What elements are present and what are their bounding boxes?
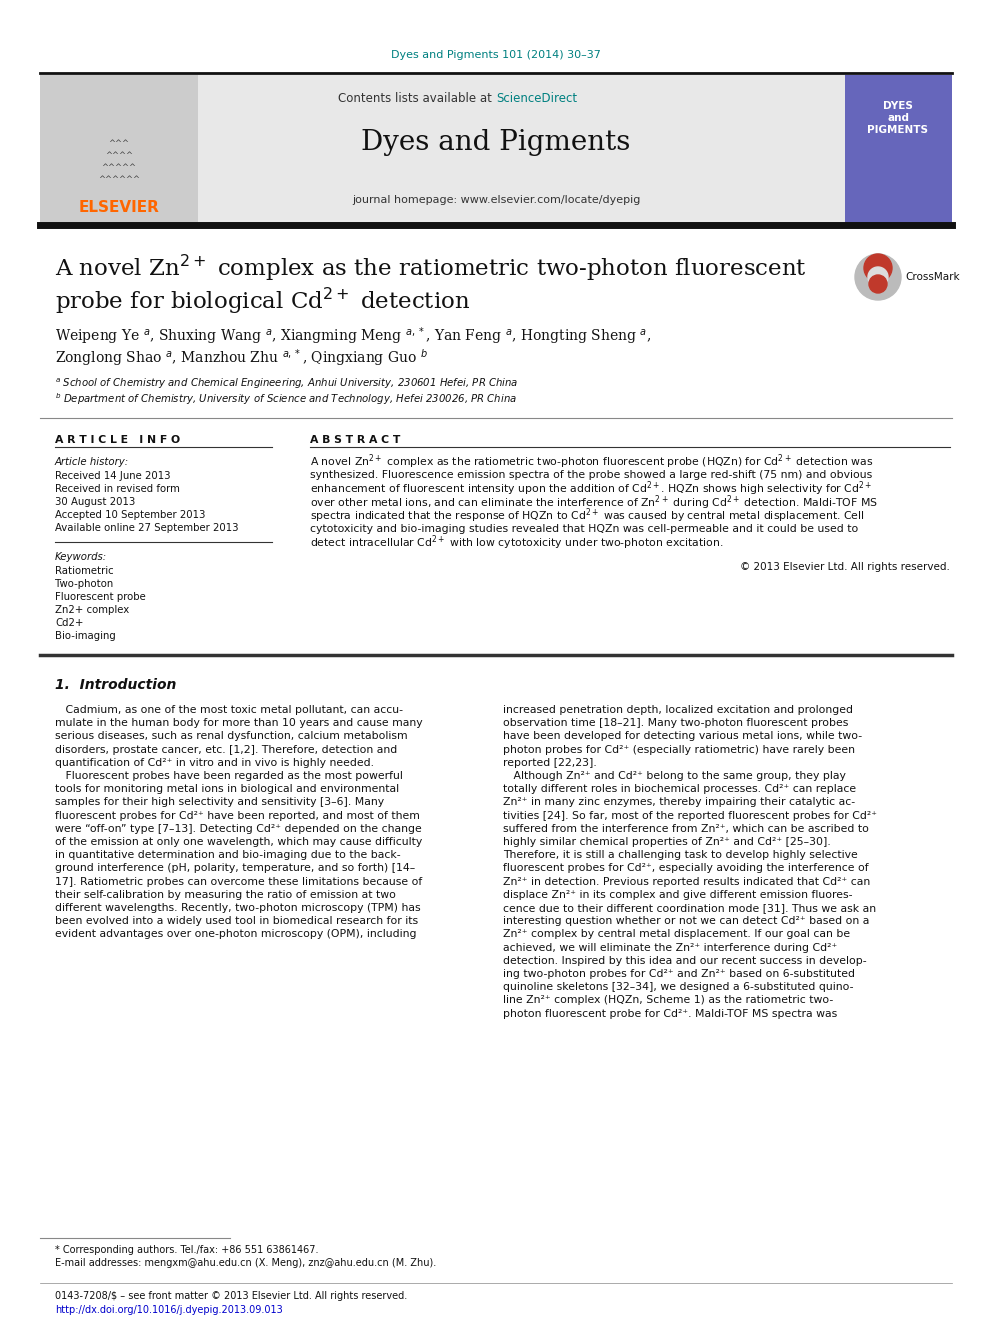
- Text: Contents lists available at: Contents lists available at: [338, 91, 496, 105]
- Text: increased penetration depth, localized excitation and prolonged: increased penetration depth, localized e…: [503, 705, 853, 714]
- Text: over other metal ions, and can eliminate the interference of Zn$^{2+}$ during Cd: over other metal ions, and can eliminate…: [310, 493, 878, 512]
- Text: Weipeng Ye $^{a}$, Shuxing Wang $^{a}$, Xiangming Meng $^{a,*}$, Yan Feng $^{a}$: Weipeng Ye $^{a}$, Shuxing Wang $^{a}$, …: [55, 325, 651, 347]
- Text: Bio-imaging: Bio-imaging: [55, 631, 116, 642]
- Text: Keywords:: Keywords:: [55, 552, 107, 562]
- Text: tools for monitoring metal ions in biological and environmental: tools for monitoring metal ions in biolo…: [55, 785, 399, 794]
- Text: $^{b}$ Department of Chemistry, University of Science and Technology, Hefei 2300: $^{b}$ Department of Chemistry, Universi…: [55, 392, 517, 407]
- Text: ^^^^^^: ^^^^^^: [98, 175, 140, 184]
- Text: different wavelengths. Recently, two-photon microscopy (TPM) has: different wavelengths. Recently, two-pho…: [55, 904, 421, 913]
- Circle shape: [855, 254, 901, 300]
- Text: 1.  Introduction: 1. Introduction: [55, 677, 177, 692]
- Text: ^^^: ^^^: [108, 139, 130, 147]
- Text: photon fluorescent probe for Cd²⁺. Maldi-TOF MS spectra was: photon fluorescent probe for Cd²⁺. Maldi…: [503, 1008, 837, 1019]
- Text: photon probes for Cd²⁺ (especially ratiometric) have rarely been: photon probes for Cd²⁺ (especially ratio…: [503, 745, 855, 754]
- Text: ^^^^: ^^^^: [105, 151, 133, 160]
- Text: have been developed for detecting various metal ions, while two-: have been developed for detecting variou…: [503, 732, 862, 741]
- Text: Cadmium, as one of the most toxic metal pollutant, can accu-: Cadmium, as one of the most toxic metal …: [55, 705, 403, 714]
- Text: Zn2+ complex: Zn2+ complex: [55, 605, 129, 615]
- FancyBboxPatch shape: [40, 75, 952, 224]
- Text: E-mail addresses: mengxm@ahu.edu.cn (X. Meng), znz@ahu.edu.cn (M. Zhu).: E-mail addresses: mengxm@ahu.edu.cn (X. …: [55, 1258, 436, 1267]
- Circle shape: [869, 275, 887, 292]
- Text: quantification of Cd²⁺ in vitro and in vivo is highly needed.: quantification of Cd²⁺ in vitro and in v…: [55, 758, 374, 767]
- Text: Dyes and Pigments: Dyes and Pigments: [361, 130, 631, 156]
- Text: Dyes and Pigments 101 (2014) 30–37: Dyes and Pigments 101 (2014) 30–37: [391, 50, 601, 60]
- FancyBboxPatch shape: [40, 75, 198, 224]
- Text: detect intracellular Cd$^{2+}$ with low cytotoxicity under two-photon excitation: detect intracellular Cd$^{2+}$ with low …: [310, 533, 723, 552]
- Text: serious diseases, such as renal dysfunction, calcium metabolism: serious diseases, such as renal dysfunct…: [55, 732, 408, 741]
- Text: highly similar chemical properties of Zn²⁺ and Cd²⁺ [25–30].: highly similar chemical properties of Zn…: [503, 837, 830, 847]
- Text: fluorescent probes for Cd²⁺ have been reported, and most of them: fluorescent probes for Cd²⁺ have been re…: [55, 811, 420, 820]
- Text: mulate in the human body for more than 10 years and cause many: mulate in the human body for more than 1…: [55, 718, 423, 728]
- Text: displace Zn²⁺ in its complex and give different emission fluores-: displace Zn²⁺ in its complex and give di…: [503, 890, 852, 900]
- Text: evident advantages over one-photon microscopy (OPM), including: evident advantages over one-photon micro…: [55, 929, 417, 939]
- Text: Although Zn²⁺ and Cd²⁺ belong to the same group, they play: Although Zn²⁺ and Cd²⁺ belong to the sam…: [503, 771, 846, 781]
- Text: journal homepage: www.elsevier.com/locate/dyepig: journal homepage: www.elsevier.com/locat…: [352, 194, 640, 205]
- Text: detection. Inspired by this idea and our recent success in develop-: detection. Inspired by this idea and our…: [503, 955, 867, 966]
- Text: suffered from the interference from Zn²⁺, which can be ascribed to: suffered from the interference from Zn²⁺…: [503, 824, 869, 833]
- Text: Zn²⁺ in many zinc enzymes, thereby impairing their catalytic ac-: Zn²⁺ in many zinc enzymes, thereby impai…: [503, 798, 855, 807]
- Text: Fluorescent probes have been regarded as the most powerful: Fluorescent probes have been regarded as…: [55, 771, 403, 781]
- Text: in quantitative determination and bio-imaging due to the back-: in quantitative determination and bio-im…: [55, 851, 401, 860]
- Text: cence due to their different coordination mode [31]. Thus we ask an: cence due to their different coordinatio…: [503, 904, 876, 913]
- Text: their self-calibration by measuring the ratio of emission at two: their self-calibration by measuring the …: [55, 890, 396, 900]
- Text: ^^^^^: ^^^^^: [101, 163, 137, 172]
- Text: Therefore, it is still a challenging task to develop highly selective: Therefore, it is still a challenging tas…: [503, 851, 858, 860]
- Text: ing two-photon probes for Cd²⁺ and Zn²⁺ based on 6-substituted: ing two-photon probes for Cd²⁺ and Zn²⁺ …: [503, 968, 855, 979]
- Text: of the emission at only one wavelength, which may cause difficulty: of the emission at only one wavelength, …: [55, 837, 423, 847]
- Text: Fluorescent probe: Fluorescent probe: [55, 591, 146, 602]
- Text: synthesized. Fluorescence emission spectra of the probe showed a large red-shift: synthesized. Fluorescence emission spect…: [310, 471, 872, 480]
- Text: Ratiometric: Ratiometric: [55, 566, 114, 576]
- Text: A B S T R A C T: A B S T R A C T: [310, 435, 401, 445]
- Text: ELSEVIER: ELSEVIER: [78, 201, 160, 216]
- Text: interesting question whether or not we can detect Cd²⁺ based on a: interesting question whether or not we c…: [503, 917, 869, 926]
- Text: reported [22,23].: reported [22,23].: [503, 758, 597, 767]
- Text: A novel Zn$^{2+}$ complex as the ratiometric two-photon fluorescent: A novel Zn$^{2+}$ complex as the ratiome…: [55, 253, 806, 283]
- Text: http://dx.doi.org/10.1016/j.dyepig.2013.09.013: http://dx.doi.org/10.1016/j.dyepig.2013.…: [55, 1304, 283, 1315]
- Text: spectra indicated that the response of HQZn to Cd$^{2+}$ was caused by central m: spectra indicated that the response of H…: [310, 507, 865, 525]
- Circle shape: [868, 267, 888, 287]
- Text: probe for biological Cd$^{2+}$ detection: probe for biological Cd$^{2+}$ detection: [55, 286, 470, 316]
- Text: A R T I C L E   I N F O: A R T I C L E I N F O: [55, 435, 181, 445]
- Text: CrossMark: CrossMark: [905, 273, 959, 282]
- Text: observation time [18–21]. Many two-photon fluorescent probes: observation time [18–21]. Many two-photo…: [503, 718, 848, 728]
- Text: A novel Zn$^{2+}$ complex as the ratiometric two-photon fluorescent probe (HQZn): A novel Zn$^{2+}$ complex as the ratiome…: [310, 452, 873, 471]
- Text: Article history:: Article history:: [55, 456, 129, 467]
- Text: samples for their high selectivity and sensitivity [3–6]. Many: samples for their high selectivity and s…: [55, 798, 384, 807]
- Text: * Corresponding authors. Tel./fax: +86 551 63861467.: * Corresponding authors. Tel./fax: +86 5…: [55, 1245, 318, 1256]
- Text: cytotoxicity and bio-imaging studies revealed that HQZn was cell-permeable and i: cytotoxicity and bio-imaging studies rev…: [310, 524, 858, 534]
- Text: quinoline skeletons [32–34], we designed a 6-substituted quino-: quinoline skeletons [32–34], we designed…: [503, 982, 853, 992]
- Text: Received 14 June 2013: Received 14 June 2013: [55, 471, 171, 482]
- Text: DYES
and
PIGMENTS: DYES and PIGMENTS: [867, 102, 929, 135]
- Text: Two-photon: Two-photon: [55, 579, 113, 589]
- Text: line Zn²⁺ complex (HQZn, Scheme 1) as the ratiometric two-: line Zn²⁺ complex (HQZn, Scheme 1) as th…: [503, 995, 833, 1005]
- Text: 17]. Ratiometric probes can overcome these limitations because of: 17]. Ratiometric probes can overcome the…: [55, 877, 423, 886]
- Text: Received in revised form: Received in revised form: [55, 484, 180, 493]
- Text: Cd2+: Cd2+: [55, 618, 83, 628]
- Text: Available online 27 September 2013: Available online 27 September 2013: [55, 523, 238, 533]
- Text: tivities [24]. So far, most of the reported fluorescent probes for Cd²⁺: tivities [24]. So far, most of the repor…: [503, 811, 877, 820]
- FancyBboxPatch shape: [845, 75, 952, 224]
- Text: fluorescent probes for Cd²⁺, especially avoiding the interference of: fluorescent probes for Cd²⁺, especially …: [503, 864, 869, 873]
- Text: were “off-on” type [7–13]. Detecting Cd²⁺ depended on the change: were “off-on” type [7–13]. Detecting Cd²…: [55, 824, 422, 833]
- Text: achieved, we will eliminate the Zn²⁺ interference during Cd²⁺: achieved, we will eliminate the Zn²⁺ int…: [503, 942, 837, 953]
- Text: Zn²⁺ in detection. Previous reported results indicated that Cd²⁺ can: Zn²⁺ in detection. Previous reported res…: [503, 877, 870, 886]
- Text: totally different roles in biochemical processes. Cd²⁺ can replace: totally different roles in biochemical p…: [503, 785, 856, 794]
- Text: © 2013 Elsevier Ltd. All rights reserved.: © 2013 Elsevier Ltd. All rights reserved…: [740, 561, 950, 572]
- Text: Accepted 10 September 2013: Accepted 10 September 2013: [55, 509, 205, 520]
- Text: been evolved into a widely used tool in biomedical research for its: been evolved into a widely used tool in …: [55, 917, 418, 926]
- Circle shape: [864, 254, 892, 282]
- Text: enhancement of fluorescent intensity upon the addition of Cd$^{2+}$. HQZn shows : enhancement of fluorescent intensity upo…: [310, 480, 872, 499]
- Text: 0143-7208/$ – see front matter © 2013 Elsevier Ltd. All rights reserved.: 0143-7208/$ – see front matter © 2013 El…: [55, 1291, 408, 1301]
- Text: ground interference (pH, polarity, temperature, and so forth) [14–: ground interference (pH, polarity, tempe…: [55, 864, 416, 873]
- Text: Zn²⁺ complex by central metal displacement. If our goal can be: Zn²⁺ complex by central metal displaceme…: [503, 929, 850, 939]
- Text: disorders, prostate cancer, etc. [1,2]. Therefore, detection and: disorders, prostate cancer, etc. [1,2]. …: [55, 745, 397, 754]
- Text: 30 August 2013: 30 August 2013: [55, 497, 135, 507]
- Text: ScienceDirect: ScienceDirect: [496, 91, 577, 105]
- Text: Zonglong Shao $^{a}$, Manzhou Zhu $^{a,*}$, Qingxiang Guo $^{b}$: Zonglong Shao $^{a}$, Manzhou Zhu $^{a,*…: [55, 348, 428, 368]
- Text: $^{a}$ School of Chemistry and Chemical Engineering, Anhui University, 230601 He: $^{a}$ School of Chemistry and Chemical …: [55, 377, 519, 392]
